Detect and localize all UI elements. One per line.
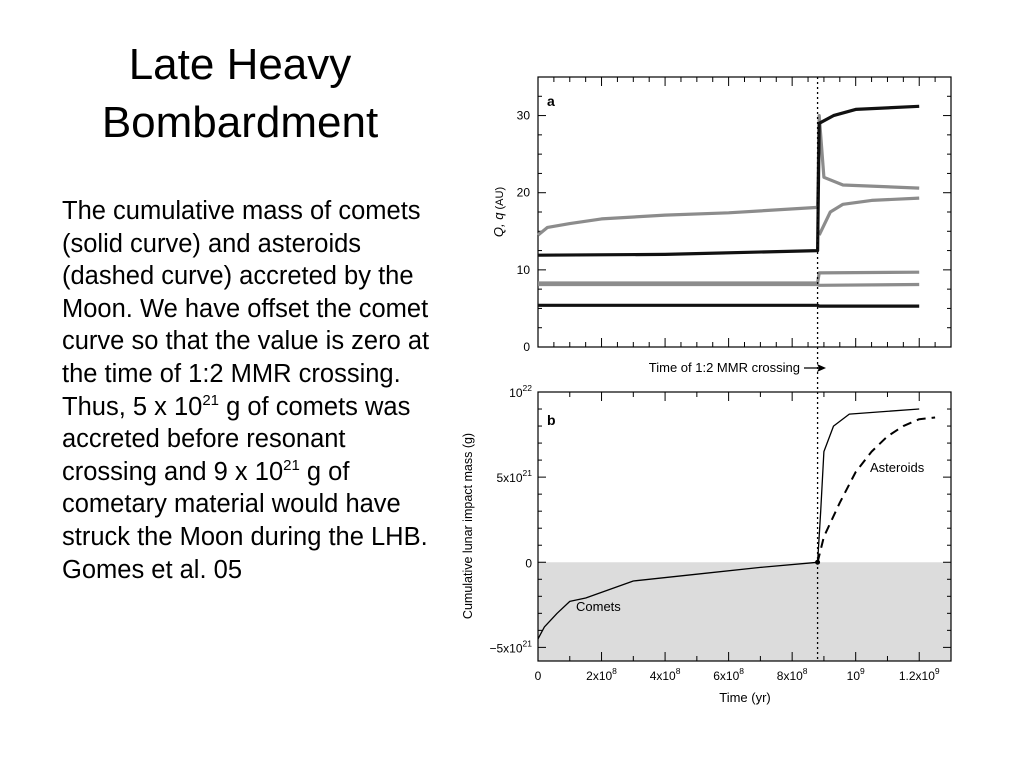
panel-a-series-line-6 [538, 303, 920, 308]
panel-b-xtick-label-base: 6x10 [713, 669, 739, 683]
series-label-asteroids: Asteroids [870, 460, 925, 475]
panel-a-ylabel: Q, q (AU) [491, 187, 506, 237]
panel-b-xtick-label: 2x108 [586, 666, 617, 683]
panel-b-frame [537, 391, 952, 662]
panel-b-ytick-label-exp: 21 [523, 468, 533, 478]
panel-b-ytick-label-base: −5x10 [490, 641, 523, 655]
panel-b-xtick-label-base: 1.2x10 [899, 669, 935, 683]
panel-a-series-line-1 [536, 114, 920, 237]
panel-b-xtick-label-exp: 8 [612, 666, 617, 676]
panel-a-ytick-label: 10 [517, 263, 531, 277]
crossing-point-marker [815, 559, 821, 565]
slide-title: Late Heavy Bombardment [40, 36, 440, 152]
panel-b-xtick-label: 8x108 [777, 666, 808, 683]
body-text-part-3: g of cometary material would have struck… [62, 457, 428, 584]
panel-b-xtick-label-base: 8x10 [777, 669, 803, 683]
panel-a-series-line-2 [817, 196, 920, 236]
panel-a-ylabel-main: Q, q [491, 212, 506, 237]
panel-b-letter: b [547, 412, 556, 428]
panel-a-series-line-5 [538, 282, 920, 287]
panel-b-xtick-label-base: 0 [535, 669, 542, 683]
panel-b-xtick-label-base: 2x10 [586, 669, 612, 683]
panel-b-xtick-label: 109 [847, 666, 865, 683]
panel-b-ytick-label-exp: 21 [523, 638, 533, 648]
panel-b-xtick-label: 4x108 [650, 666, 681, 683]
panel-a-series-line-4 [538, 270, 920, 285]
slide-title-line-2: Bombardment [101, 98, 379, 147]
panel-b-xlabel: Time (yr) [719, 690, 771, 705]
slide-body-text: The cumulative mass of comets (solid cur… [62, 195, 447, 586]
panel-b-xtick-label: 0 [535, 669, 542, 683]
body-text-exponent-2: 21 [283, 456, 300, 474]
body-text-part-2: g of comets was accreted before resonant… [62, 392, 411, 486]
panel-b-xtick-label: 6x108 [713, 666, 744, 683]
series-line-comets [537, 408, 920, 640]
series-line-asteroids [816, 416, 936, 563]
panel-b-ytick-label-base: 10 [509, 386, 523, 400]
panel-b-xtick-label-exp: 8 [739, 666, 744, 676]
panel-b-xtick-label-base: 4x10 [650, 669, 676, 683]
panel-b-ytick-label-base: 5x10 [497, 471, 523, 485]
panel-b-ytick-label: 0 [525, 556, 532, 570]
panel-a-ytick-label: 20 [517, 186, 531, 200]
series-label-comets: Comets [576, 599, 621, 614]
crossing-annotation-label: Time of 1:2 MMR crossing [649, 360, 800, 375]
crossing-annotation-arrowhead [817, 364, 826, 372]
panel-b-ytick-label: 5x1021 [497, 468, 533, 485]
panel-b-xtick-label-exp: 9 [935, 666, 940, 676]
body-text-part-1: The cumulative mass of comets (solid cur… [62, 197, 430, 421]
panel-b-ytick-label-base: 0 [525, 556, 532, 570]
panel-b-ytick-label-exp: 22 [523, 383, 533, 393]
panel-a-ytick-label: 0 [523, 340, 530, 354]
panel-b-xtick-label-base: 10 [847, 669, 861, 683]
body-text-exponent-1: 21 [202, 391, 220, 409]
panel-b-xtick-label-exp: 9 [860, 666, 865, 676]
panel-b-xtick-label: 1.2x109 [899, 666, 940, 683]
panel-b-xtick-label-exp: 8 [803, 666, 808, 676]
slide-title-line-1: Late Heavy [128, 40, 352, 89]
panel-a-ytick-label: 30 [517, 109, 531, 123]
panel-a-letter: a [547, 93, 555, 109]
panel-b-ytick-label: −5x1021 [490, 638, 533, 655]
panel-b-xtick-label-exp: 8 [676, 666, 681, 676]
negative-region-shade [538, 562, 951, 661]
panel-b-ylabel: Cumulative lunar impact mass (g) [461, 433, 475, 619]
panel-a-ylabel-unit: (AU) [494, 187, 506, 213]
panel-b-ytick-label: 1022 [509, 383, 532, 400]
panel-a-series-line-3 [537, 104, 920, 257]
